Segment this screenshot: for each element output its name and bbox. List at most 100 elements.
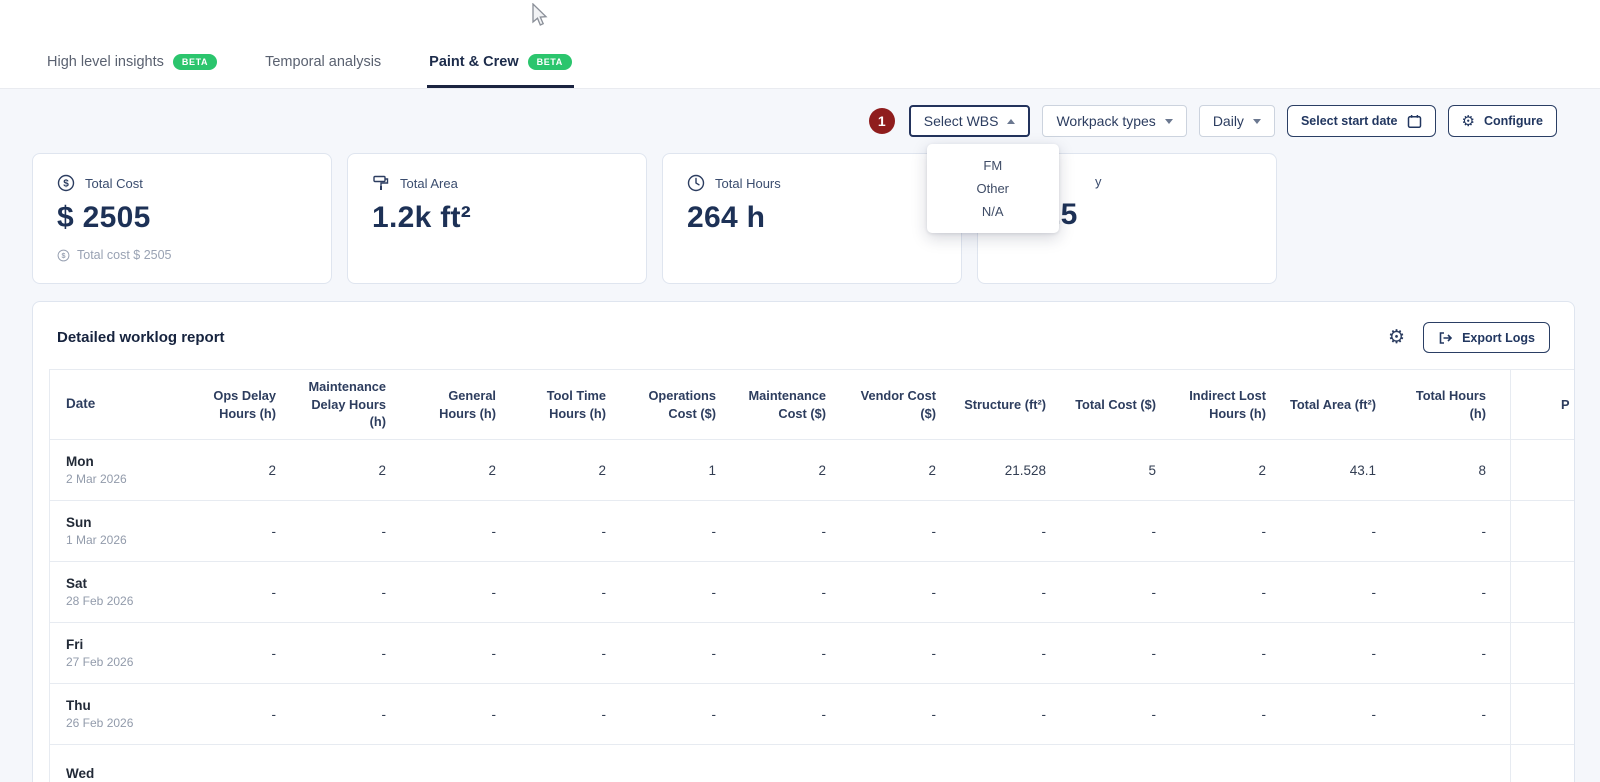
value-cell: 43.1 <box>1290 463 1400 478</box>
table-row: Fri27 Feb 2026------------ <box>50 623 1574 684</box>
chevron-up-icon <box>1007 119 1015 124</box>
wbs-option[interactable]: Other <box>927 177 1059 200</box>
value-cell: - <box>520 646 630 661</box>
wbs-option[interactable]: FM <box>927 154 1059 177</box>
value-cell: - <box>520 585 630 600</box>
value-cell: - <box>300 707 410 722</box>
value-cell: - <box>1180 707 1290 722</box>
value-cell: - <box>410 524 520 539</box>
paint-crew-dashboard: High level insights BETA Temporal analys… <box>0 0 1600 782</box>
date-cell: Fri27 Feb 2026 <box>50 637 190 669</box>
date-cell: Wed <box>50 766 190 782</box>
value-cell: - <box>190 707 300 722</box>
column-header: P <box>1510 370 1574 439</box>
export-logs-label: Export Logs <box>1462 331 1535 345</box>
table-body: Mon2 Mar 2026222212221.5285243.18Sun1 Ma… <box>50 440 1574 782</box>
worklog-title: Detailed worklog report <box>57 329 225 346</box>
value-cell: - <box>410 646 520 661</box>
column-header: Operations Cost ($) <box>630 387 740 423</box>
value-cell: - <box>1290 707 1400 722</box>
card-title: Total Hours <box>715 176 781 191</box>
date-cell: Mon2 Mar 2026 <box>50 454 190 486</box>
dollar-circle-icon: $ <box>57 174 75 192</box>
column-header: Tool Time Hours (h) <box>520 387 630 423</box>
day-label: Sun <box>66 515 190 530</box>
workpack-types-button[interactable]: Workpack types <box>1042 105 1186 137</box>
wbs-option[interactable]: N/A <box>927 200 1059 223</box>
export-logs-button[interactable]: Export Logs <box>1423 322 1550 353</box>
value-cell: - <box>1180 585 1290 600</box>
card-value: 264 h <box>687 201 937 235</box>
value-cell: - <box>190 585 300 600</box>
chevron-down-icon <box>1165 119 1173 124</box>
tab-temporal-analysis[interactable]: Temporal analysis <box>263 54 383 88</box>
value-cell: - <box>1400 707 1510 722</box>
date-label: 26 Feb 2026 <box>66 716 190 730</box>
day-label: Fri <box>66 637 190 652</box>
value-cell <box>1510 501 1574 561</box>
wbs-dropdown: FMOtherN/A <box>927 144 1059 233</box>
value-cell: - <box>630 524 740 539</box>
tab-paint-and-crew[interactable]: Paint & Crew BETA <box>427 54 574 88</box>
value-cell: 2 <box>190 463 300 478</box>
value-cell: - <box>850 585 960 600</box>
date-label: 2 Mar 2026 <box>66 472 190 486</box>
value-cell: - <box>520 707 630 722</box>
detailed-worklog-card: Detailed worklog report ⚙ Export Logs Da… <box>32 301 1575 782</box>
table-settings-gear-icon[interactable]: ⚙ <box>1388 328 1405 347</box>
value-cell: - <box>1180 646 1290 661</box>
value-cell: 2 <box>1180 463 1290 478</box>
value-cell: - <box>960 646 1070 661</box>
workpack-types-label: Workpack types <box>1056 113 1155 129</box>
value-cell: 8 <box>1400 463 1510 478</box>
select-start-date-button[interactable]: Select start date <box>1287 105 1436 137</box>
value-cell: - <box>960 707 1070 722</box>
value-cell: - <box>1400 646 1510 661</box>
card-value: 1.2k ft² <box>372 201 622 235</box>
paint-roller-icon <box>372 174 390 192</box>
card-title: Total Cost <box>85 176 143 191</box>
column-header: Maintenance Cost ($) <box>740 387 850 423</box>
column-header: Maintenance Delay Hours (h) <box>300 378 410 432</box>
value-cell: - <box>740 707 850 722</box>
total-area-card: Total Area 1.2k ft² <box>347 153 647 284</box>
value-cell: 5 <box>1070 463 1180 478</box>
svg-text:$: $ <box>61 251 65 260</box>
total-hours-card: Total Hours 264 h <box>662 153 962 284</box>
column-header: Indirect Lost Hours (h) <box>1180 387 1290 423</box>
calendar-icon <box>1407 114 1422 129</box>
day-label: Sat <box>66 576 190 591</box>
date-label: 1 Mar 2026 <box>66 533 190 547</box>
dollar-circle-icon: $ <box>57 249 70 262</box>
tab-label: High level insights <box>47 54 164 70</box>
table-row: Mon2 Mar 2026222212221.5285243.18 <box>50 440 1574 501</box>
filters-toolbar: 1 Select WBS FMOtherN/A Workpack types D… <box>32 105 1557 137</box>
configure-button[interactable]: ⚙ Configure <box>1448 105 1557 137</box>
column-header: General Hours (h) <box>410 387 520 423</box>
interval-select-button[interactable]: Daily <box>1199 105 1275 137</box>
value-cell: 2 <box>740 463 850 478</box>
column-header: Date <box>50 395 190 414</box>
column-header: Structure (ft²) <box>960 396 1070 414</box>
value-cell: - <box>630 707 740 722</box>
worklog-table: DateOps Delay Hours (h)Maintenance Delay… <box>49 369 1574 782</box>
value-cell <box>1510 562 1574 622</box>
value-cell: - <box>1290 646 1400 661</box>
select-wbs-button[interactable]: Select WBS FMOtherN/A <box>909 105 1031 137</box>
value-cell <box>1510 440 1574 500</box>
total-cost-card: $ Total Cost $ 2505 $ Total cost $ 2505 <box>32 153 332 284</box>
value-cell <box>1510 623 1574 683</box>
day-label: Wed <box>66 766 190 781</box>
card-title-fragment: y <box>1095 174 1102 189</box>
table-row: Sat28 Feb 2026------------ <box>50 562 1574 623</box>
value-cell: - <box>850 524 960 539</box>
value-cell: - <box>1070 707 1180 722</box>
value-cell: 2 <box>300 463 410 478</box>
table-row: Wed <box>50 745 1574 782</box>
interval-label: Daily <box>1213 113 1244 129</box>
column-header: Total Cost ($) <box>1070 396 1180 414</box>
configure-label: Configure <box>1484 114 1543 128</box>
value-cell: 2 <box>410 463 520 478</box>
tab-high-level-insights[interactable]: High level insights BETA <box>45 54 219 88</box>
column-header: Ops Delay Hours (h) <box>190 387 300 423</box>
